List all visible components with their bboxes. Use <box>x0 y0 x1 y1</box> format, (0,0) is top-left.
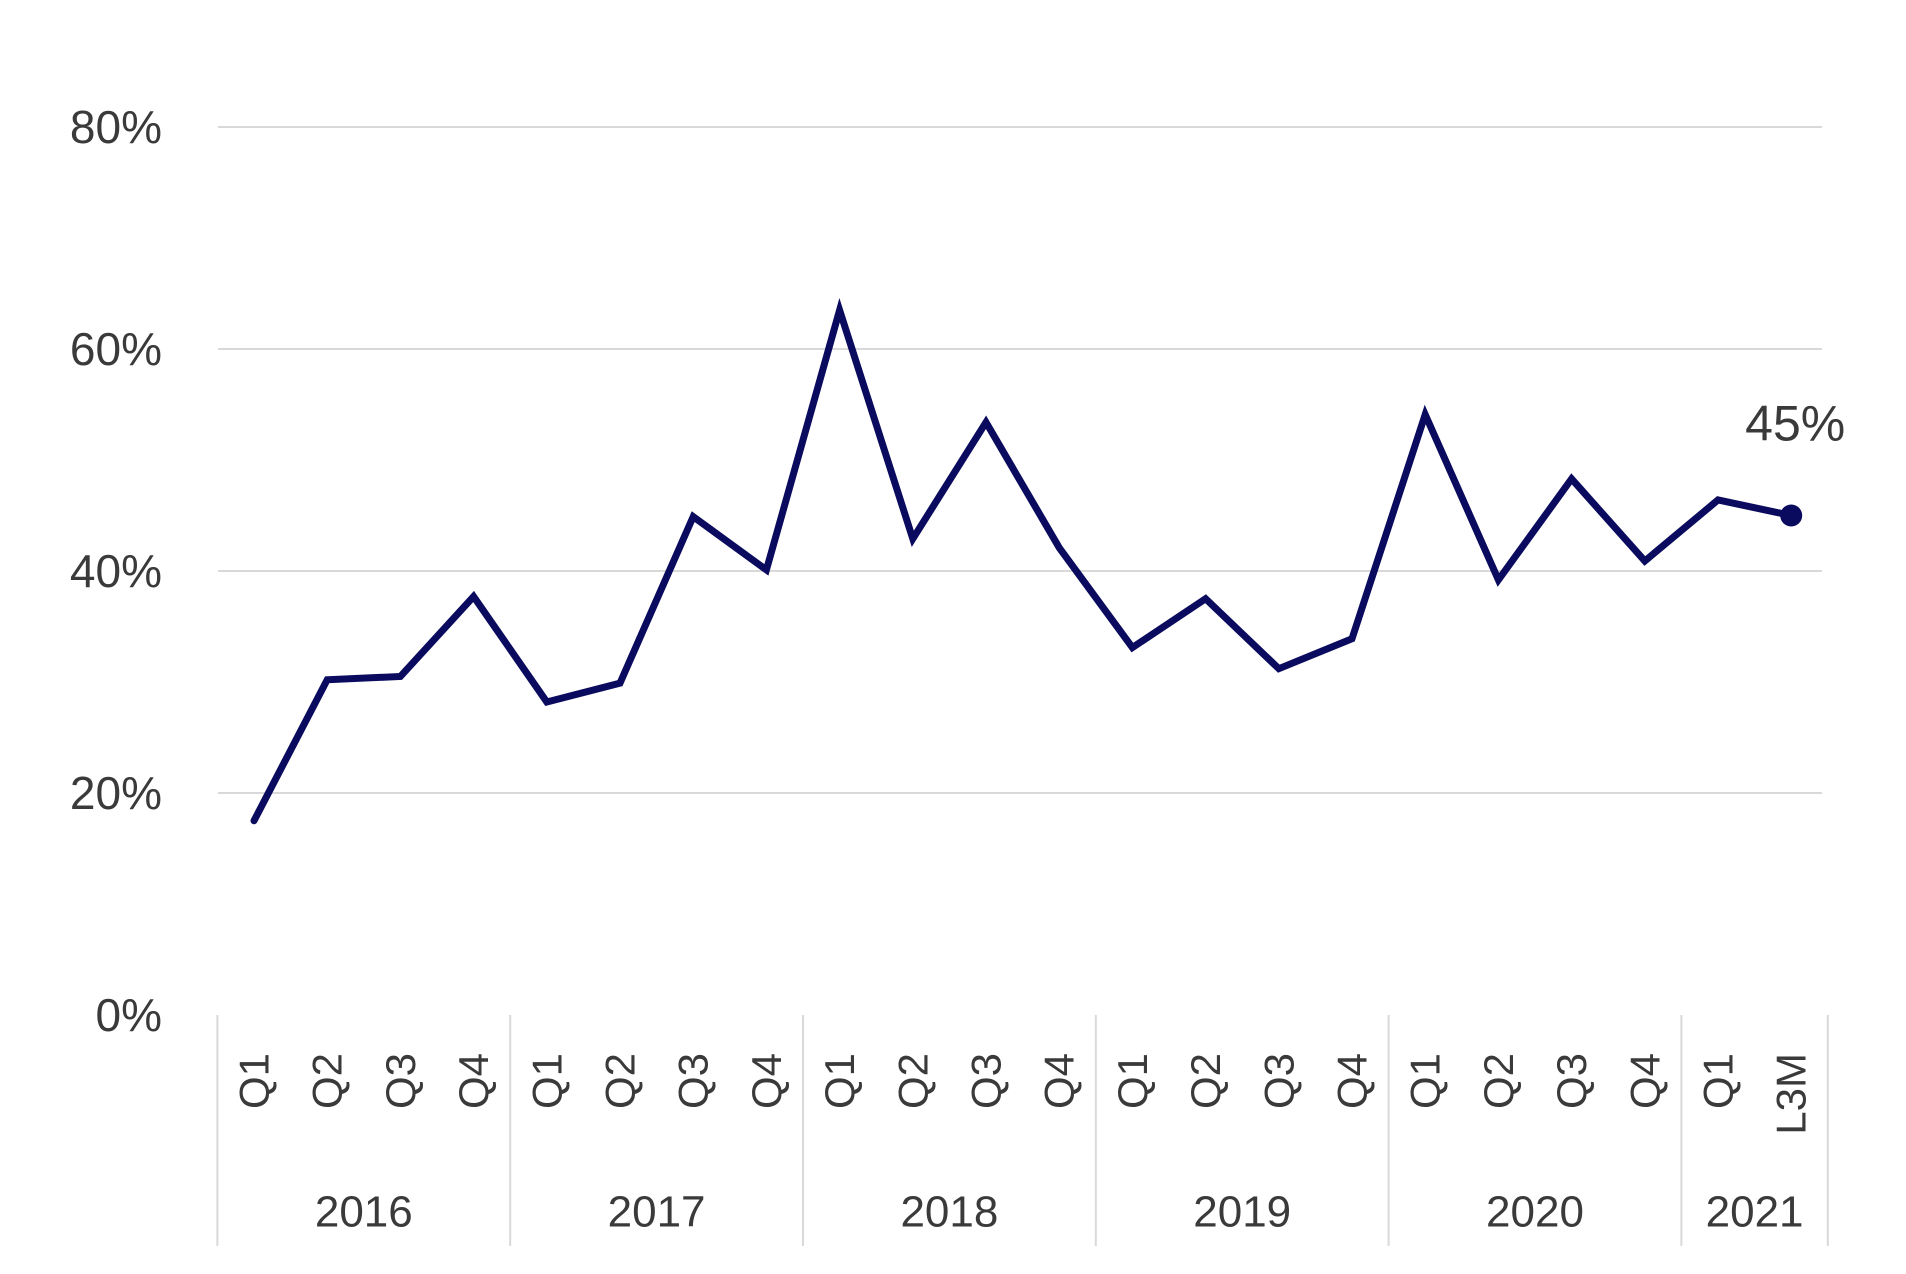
x-tick-label: Q4 <box>1036 1053 1083 1109</box>
x-tick-label: Q4 <box>1621 1053 1668 1109</box>
x-tick-label: Q1 <box>1402 1053 1449 1109</box>
x-year-label: 2017 <box>608 1188 706 1237</box>
data-label: 45% <box>1745 396 1845 452</box>
x-tick-label: Q1 <box>231 1053 278 1109</box>
x-tick-label: Q1 <box>1109 1053 1156 1109</box>
x-tick-label: L3M <box>1768 1053 1815 1135</box>
x-tick-label: Q2 <box>304 1053 351 1109</box>
x-tick-label: Q1 <box>816 1053 863 1109</box>
x-tick-label: Q2 <box>1475 1053 1522 1109</box>
x-tick-label: Q1 <box>1695 1053 1742 1109</box>
x-year-label: 2018 <box>900 1188 998 1237</box>
series-line <box>250 298 1795 825</box>
gridlines <box>218 126 1822 794</box>
x-tick-label: Q1 <box>523 1053 570 1109</box>
x-tick-label: Q2 <box>1182 1053 1229 1109</box>
y-tick-label: 80% <box>70 101 162 153</box>
x-tick-label: Q2 <box>597 1053 644 1109</box>
x-year-label: 2019 <box>1193 1188 1291 1237</box>
y-tick-label: 20% <box>70 767 162 819</box>
x-axis: Q1 Q2 Q3 Q4 Q1 Q2 Q3 Q4 Q1 Q2 Q3 Q4 Q1 Q2 Q3 Q4 Q1 Q2 Q3 Q4… <box>216 1015 1829 1246</box>
x-tick-label: Q3 <box>1255 1053 1302 1109</box>
x-tick-label: Q3 <box>963 1053 1010 1109</box>
y-tick-label: 40% <box>70 545 162 597</box>
y-tick-label: 60% <box>70 323 162 375</box>
y-tick-label: 0% <box>96 989 162 1041</box>
x-year-label: 2021 <box>1706 1188 1804 1237</box>
y-axis: 0% 20% 40% 60% 80% <box>70 101 162 1041</box>
annotations: 45% <box>1745 396 1845 527</box>
x-tick-label: Q4 <box>743 1053 790 1109</box>
x-tick-label: Q2 <box>889 1053 936 1109</box>
x-tick-label: Q3 <box>670 1053 717 1109</box>
x-year-label: 2020 <box>1486 1188 1584 1237</box>
x-tick-label: Q3 <box>377 1053 424 1109</box>
x-tick-label: Q3 <box>1548 1053 1595 1109</box>
x-tick-label: Q4 <box>450 1053 497 1109</box>
x-year-label: 2016 <box>315 1188 413 1237</box>
data-point-marker <box>1780 504 1803 527</box>
series-area <box>250 298 1795 825</box>
x-tick-label: Q4 <box>1329 1053 1376 1109</box>
